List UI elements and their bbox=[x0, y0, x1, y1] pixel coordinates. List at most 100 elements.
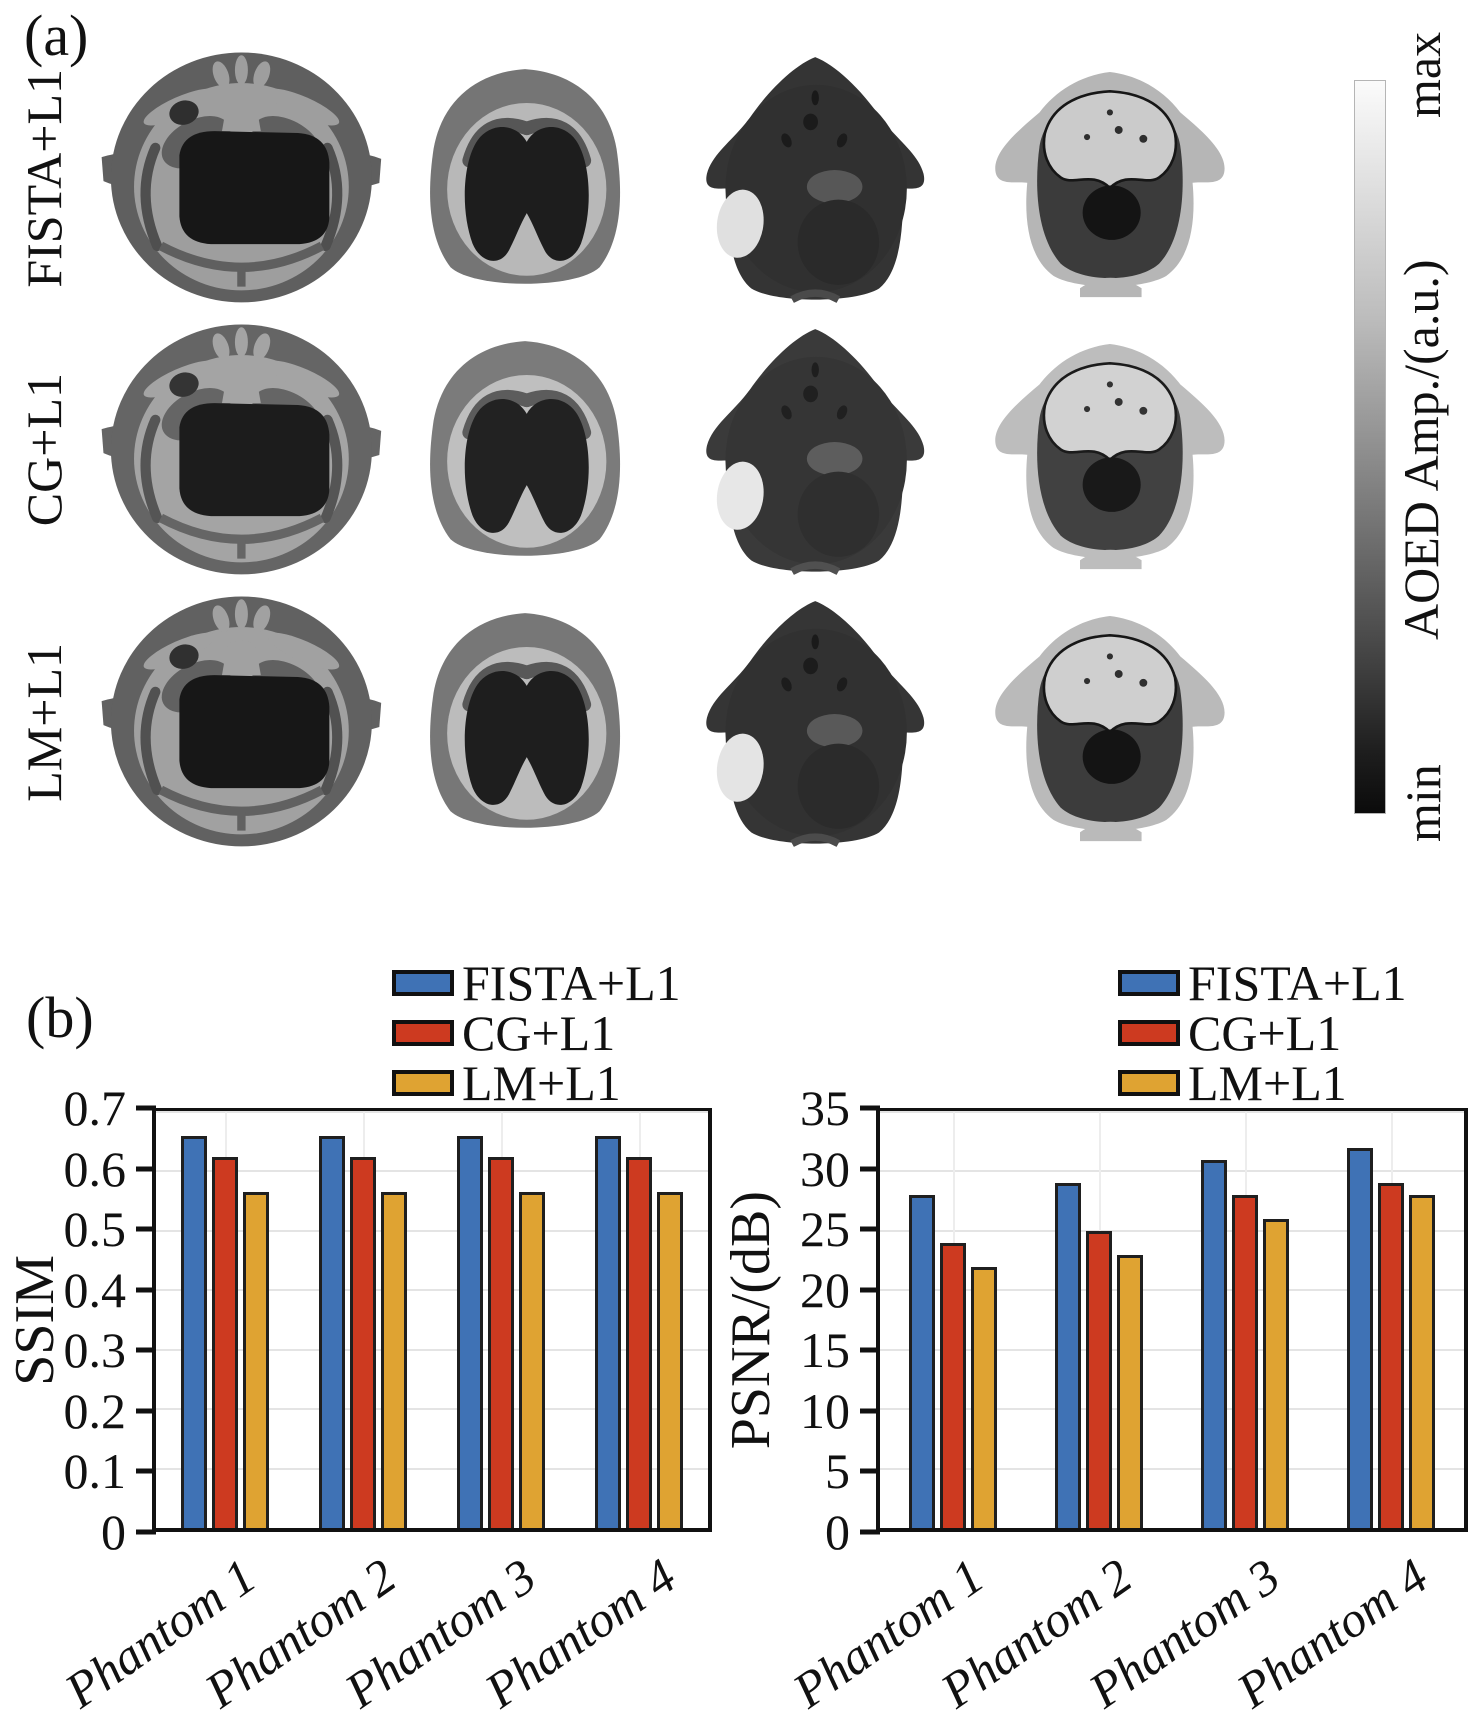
legend-swatch-cg bbox=[1118, 1020, 1180, 1046]
colorbar-min-label: min bbox=[1395, 764, 1451, 842]
row-label-cell-fista: FISTA+L1 bbox=[0, 42, 88, 314]
psnr-legend: FISTA+L1 CG+L1 LM+L1 bbox=[1118, 958, 1476, 1108]
legend-swatch-fista bbox=[1118, 970, 1180, 996]
gridline-h bbox=[156, 1111, 708, 1113]
phantom-cell-lm-4 bbox=[974, 586, 1246, 858]
bar-group-phantom-4 bbox=[570, 1112, 708, 1528]
gridline-h bbox=[880, 1348, 1464, 1351]
bar-fista-l1-3 bbox=[1201, 1159, 1227, 1528]
phantom-cell-lm-2 bbox=[394, 586, 656, 858]
legend-swatch-cg bbox=[392, 1020, 454, 1046]
phantom-image-fista-1 bbox=[93, 46, 390, 310]
y-tick-label: 0.7 bbox=[63, 1080, 127, 1136]
y-tick-label: 30 bbox=[800, 1140, 850, 1197]
psnr-chart-main: PSNR/(dB) 0 5 10 15 20 25 30 35 Phantom 1 Phanto… bbox=[712, 1083, 1476, 1715]
legend-label-cg: CG+L1 bbox=[1188, 1005, 1342, 1061]
legend-item-fista: FISTA+L1 bbox=[392, 958, 712, 1008]
phantom-image-cg-3 bbox=[661, 318, 969, 582]
legend-swatch-lm bbox=[1118, 1070, 1180, 1096]
bar-fista-l1-1 bbox=[909, 1195, 935, 1528]
bar-cg-l1-4 bbox=[1378, 1183, 1404, 1528]
y-tick-label: 15 bbox=[800, 1322, 850, 1379]
phantom-cell-fista-1 bbox=[88, 42, 394, 314]
y-tick-label: 35 bbox=[800, 1080, 850, 1136]
gridline-h bbox=[880, 1289, 1464, 1292]
bar-lm-l1-2 bbox=[1117, 1254, 1143, 1528]
legend-item-lm: LM+L1 bbox=[392, 1058, 712, 1108]
ssim-plot-col: Phantom 1 Phantom 2 Phantom 3 Phantom 4 bbox=[55, 1108, 712, 1715]
y-tick-mark bbox=[136, 1105, 156, 1111]
bar-fista-l1-2 bbox=[1055, 1183, 1081, 1528]
bar-cg-l1-1 bbox=[212, 1156, 238, 1528]
bar-lm-l1-4 bbox=[657, 1192, 683, 1528]
bar-cg-l1-1 bbox=[940, 1242, 966, 1528]
ssim-xlabels: Phantom 1 Phantom 2 Phantom 3 Phantom 4 bbox=[55, 1532, 712, 1715]
gridline-h bbox=[156, 1229, 708, 1232]
y-tick-mark bbox=[860, 1105, 880, 1111]
phantom-cell-cg-2 bbox=[394, 314, 656, 586]
gridline-h bbox=[880, 1170, 1464, 1173]
bar-lm-l1-3 bbox=[519, 1192, 545, 1528]
row-label-cg: CG+L1 bbox=[16, 373, 72, 527]
phantom-cell-lm-3 bbox=[656, 586, 974, 858]
bar-group-phantom-1 bbox=[880, 1112, 1026, 1528]
legend-swatch-lm bbox=[392, 1070, 454, 1096]
psnr-xlabels: Phantom 1 Phantom 2 Phantom 3 Phantom 4 bbox=[783, 1532, 1468, 1715]
bar-cg-l1-2 bbox=[1086, 1230, 1112, 1528]
legend-item-fista: FISTA+L1 bbox=[1118, 958, 1476, 1008]
phantom-image-lm-3 bbox=[661, 590, 969, 854]
row-label-lm: LM+L1 bbox=[16, 642, 72, 802]
bar-cg-l1-4 bbox=[626, 1156, 652, 1528]
ssim-yticks: 0 0.1 0.2 0.3 0.4 0.5 0.6 0.7 bbox=[64, 1083, 156, 1557]
y-tick-mark bbox=[136, 1347, 156, 1353]
colorbar-axis-label: AOED Amp./(a.u.) bbox=[1393, 259, 1449, 641]
psnr-y-axis-label: PSNR/(dB) bbox=[720, 1190, 782, 1450]
phantom-cell-lm-1 bbox=[88, 586, 394, 858]
phantom-image-cg-4 bbox=[978, 318, 1242, 582]
phantom-image-fista-3 bbox=[661, 46, 969, 310]
ssim-chart-main: SSIM 0 0.1 0.2 0.3 0.4 0.5 0.6 0.7 Phantom 1 Pha… bbox=[0, 1083, 712, 1715]
bar-fista-l1-4 bbox=[1347, 1147, 1373, 1528]
bar-lm-l1-1 bbox=[971, 1266, 997, 1528]
row-label-cell-cg: CG+L1 bbox=[0, 314, 88, 586]
y-tick-label: 0 bbox=[825, 1504, 850, 1560]
legend-item-cg: CG+L1 bbox=[1118, 1008, 1476, 1058]
y-tick-mark bbox=[860, 1226, 880, 1232]
bar-lm-l1-4 bbox=[1409, 1195, 1435, 1528]
gridline-h bbox=[880, 1111, 1464, 1113]
phantom-cell-cg-1 bbox=[88, 314, 394, 586]
legend-item-cg: CG+L1 bbox=[392, 1008, 712, 1058]
bar-fista-l1-2 bbox=[319, 1135, 345, 1528]
phantom-image-cg-2 bbox=[398, 318, 652, 582]
phantom-cell-cg-3 bbox=[656, 314, 974, 586]
colorbar bbox=[1354, 80, 1386, 814]
bar-cg-l1-3 bbox=[1232, 1195, 1258, 1528]
gridline-h bbox=[156, 1467, 708, 1470]
panel-b: (b) FISTA+L1 CG+L1 LM+L1 SSIM bbox=[0, 862, 1476, 1715]
gridline-h bbox=[156, 1289, 708, 1292]
y-tick-mark bbox=[860, 1287, 880, 1293]
bar-group-phantom-3 bbox=[1172, 1112, 1318, 1528]
y-tick-label: 0.1 bbox=[63, 1443, 127, 1500]
y-tick-mark bbox=[860, 1166, 880, 1172]
bar-cg-l1-3 bbox=[488, 1156, 514, 1528]
y-tick-mark bbox=[136, 1226, 156, 1232]
y-tick-label: 5 bbox=[825, 1443, 850, 1500]
panel-a-label: (a) bbox=[24, 3, 89, 68]
bar-cg-l1-2 bbox=[350, 1156, 376, 1528]
y-tick-label: 0.6 bbox=[63, 1140, 127, 1197]
phantom-image-fista-4 bbox=[978, 46, 1242, 310]
ssim-y-axis-label: SSIM bbox=[4, 1254, 66, 1386]
y-tick-label: 0.4 bbox=[63, 1261, 127, 1318]
bar-lm-l1-1 bbox=[243, 1192, 269, 1528]
phantom-cell-fista-3 bbox=[656, 42, 974, 314]
gridline-h bbox=[156, 1348, 708, 1351]
y-tick-label: 0.2 bbox=[63, 1382, 127, 1439]
psnr-plot-col: Phantom 1 Phantom 2 Phantom 3 Phantom 4 bbox=[783, 1108, 1468, 1715]
y-tick-label: 0.3 bbox=[63, 1322, 127, 1379]
bar-group-phantom-2 bbox=[294, 1112, 432, 1528]
y-tick-label: 25 bbox=[800, 1201, 850, 1258]
legend-label-lm: LM+L1 bbox=[462, 1055, 621, 1111]
bar-group-phantom-2 bbox=[1026, 1112, 1172, 1528]
